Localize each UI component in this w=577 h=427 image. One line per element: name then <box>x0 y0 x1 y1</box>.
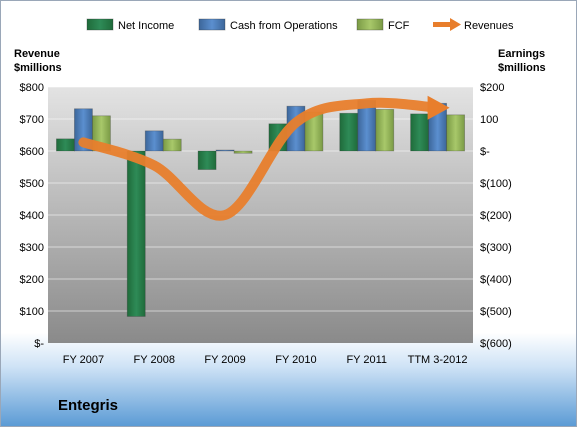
legend-swatch <box>356 18 384 31</box>
right-tick-label: $(100) <box>480 178 512 190</box>
legend-swatch <box>198 18 226 31</box>
right-axis-title: Earnings $millions <box>498 47 546 75</box>
left-axis-title-line1: Revenue <box>14 48 60 60</box>
left-tick-label: $- <box>34 338 44 350</box>
right-axis-title-line1: Earnings <box>498 48 546 60</box>
left-tick-label: $200 <box>20 274 44 286</box>
x-tick-label: FY 2010 <box>275 354 316 366</box>
legend-label: Revenues <box>464 20 514 32</box>
bar-net-income <box>410 113 429 152</box>
x-tick-label: FY 2007 <box>63 354 104 366</box>
bar-fcf <box>375 109 395 152</box>
left-tick-label: $600 <box>20 146 44 158</box>
revenue-arrowhead <box>427 95 450 120</box>
legend-swatch <box>86 18 114 31</box>
right-tick-label: $- <box>480 146 490 158</box>
bar-net-income <box>126 150 146 317</box>
gridlines <box>48 86 473 312</box>
bar-fcf <box>233 150 253 154</box>
right-axis-title-line2: $millions <box>498 62 546 74</box>
right-tick-label: $(300) <box>480 242 512 254</box>
x-tick-label: FY 2009 <box>204 354 245 366</box>
bar-net-income <box>56 138 75 152</box>
left-tick-label: $300 <box>20 242 44 254</box>
left-tick-label: $700 <box>20 114 44 126</box>
legend-label: FCF <box>388 20 410 32</box>
right-tick-label: $(600) <box>480 338 512 350</box>
x-tick-label: FY 2008 <box>134 354 175 366</box>
revenue-line-path <box>78 97 443 221</box>
bar-fcf <box>162 138 182 152</box>
legend-swatch-arrow <box>450 18 461 31</box>
bar-cash-from-operations <box>215 149 235 152</box>
left-axis-title-line2: $millions <box>14 62 62 74</box>
left-tick-label: $400 <box>20 210 44 222</box>
axes: $- $100 $200 $300 $400 $500 $600 $700 $800 $(600)… <box>20 82 512 366</box>
left-axis-title: Revenue $millions <box>14 47 62 75</box>
x-tick-label: FY 2011 <box>346 354 387 366</box>
bar-cash-from-operations <box>144 130 164 152</box>
bar-fcf <box>446 114 465 152</box>
legend-label: Net Income <box>118 20 174 32</box>
bar-net-income <box>197 150 217 170</box>
right-tick-label: $(500) <box>480 306 512 318</box>
revenue-line <box>78 95 450 221</box>
left-tick-label: $100 <box>20 306 44 318</box>
x-tick-label: TTM 3-2012 <box>408 354 468 366</box>
right-tick-label: $(200) <box>480 210 512 222</box>
left-tick-label: $500 <box>20 178 44 190</box>
legend-label: Cash from Operations <box>230 20 338 32</box>
right-tick-label: $(400) <box>480 274 512 286</box>
right-tick-label: 100 <box>480 114 498 126</box>
right-tick-label: $200 <box>480 82 504 94</box>
company-name: Entegris <box>58 397 119 414</box>
left-tick-label: $800 <box>20 82 44 94</box>
bar-net-income <box>339 112 359 152</box>
legend: Net Income Cash from Operations FCF Revenue… <box>86 18 514 32</box>
